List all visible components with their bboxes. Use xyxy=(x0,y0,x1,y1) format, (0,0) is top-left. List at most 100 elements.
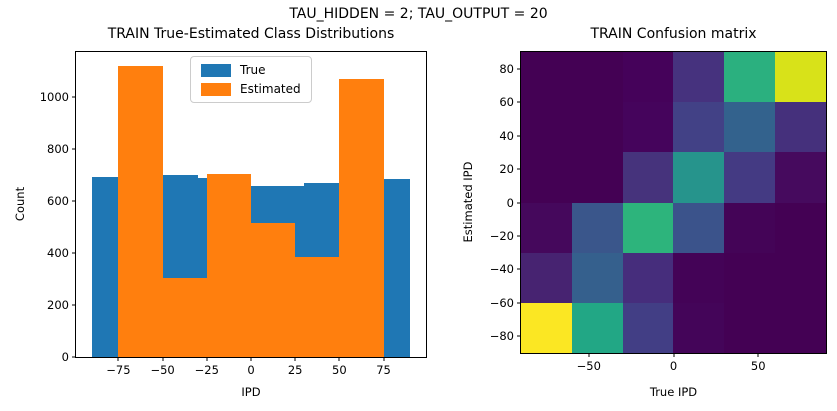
confusion-matrix-xlabel: True IPD xyxy=(649,385,698,399)
y-tick-mark-40 xyxy=(517,135,521,137)
confusion-matrix-ylabel: Estimated IPD xyxy=(461,161,475,243)
heatmap-cell-r2c3 xyxy=(673,152,725,203)
heatmap-cell-r4c5 xyxy=(775,252,826,303)
x-tick-mark--50 xyxy=(588,353,590,357)
x-tick-label-0: 0 xyxy=(247,363,255,377)
heatmap-cell-r3c0 xyxy=(521,202,572,253)
heatmap-cell-r4c0 xyxy=(521,252,572,303)
x-tick-mark-50 xyxy=(757,353,759,357)
x-tick-label--25: −25 xyxy=(194,363,219,377)
heatmap-cell-r5c5 xyxy=(775,302,826,353)
y-tick-label-0: 0 xyxy=(61,350,69,364)
y-tick-mark--60 xyxy=(517,302,521,304)
x-tick-mark-50 xyxy=(338,357,340,361)
heatmap-cell-r4c2 xyxy=(622,252,674,303)
x-tick-mark-0 xyxy=(250,357,252,361)
heatmap-cell-r0c1 xyxy=(571,52,623,103)
heatmap-cell-r1c3 xyxy=(673,102,725,153)
y-tick-label--80: −80 xyxy=(489,329,514,344)
heatmap-cell-r5c3 xyxy=(673,302,725,353)
heatmap-cell-r0c2 xyxy=(622,52,674,103)
heatmap-cell-r2c5 xyxy=(775,152,826,203)
hist-bar-estimated-0 xyxy=(118,65,163,357)
x-tick-label--50: −50 xyxy=(576,359,601,373)
y-tick-label-40: 40 xyxy=(499,128,514,143)
heatmap-cell-r1c1 xyxy=(571,102,623,153)
x-tick-mark--25 xyxy=(206,357,208,361)
hist-bar-estimated-5 xyxy=(339,78,384,357)
figure-suptitle: TAU_HIDDEN = 2; TAU_OUTPUT = 20 xyxy=(289,6,548,22)
y-tick-label-800: 800 xyxy=(47,142,69,157)
confusion-matrix-axes: −50 0 50 80 60 40 20 0 −20 −40 −60 −80 xyxy=(490,51,827,373)
y-tick-mark-1000 xyxy=(72,96,76,98)
x-tick-label-50: 50 xyxy=(750,359,766,373)
y-tick-label-400: 400 xyxy=(47,246,69,261)
y-tick-mark-0 xyxy=(517,202,521,203)
heatmap-cell-r3c5 xyxy=(775,202,826,253)
heatmap-cell-r3c3 xyxy=(673,202,725,253)
y-tick-mark-0 xyxy=(72,356,76,358)
x-tick-label-50: 50 xyxy=(332,363,347,377)
y-tick-label-0: 0 xyxy=(506,195,514,210)
histogram-title: TRAIN True-Estimated Class Distributions xyxy=(107,26,395,42)
x-tick-label-25: 25 xyxy=(287,363,303,377)
y-tick-mark--20 xyxy=(517,235,521,237)
x-tick-mark--50 xyxy=(162,357,164,361)
y-tick-label--60: −60 xyxy=(489,295,514,310)
heatmap-cell-r5c1 xyxy=(571,302,623,353)
heatmap-cell-r1c4 xyxy=(724,102,776,153)
y-tick-mark--40 xyxy=(517,268,521,270)
x-tick-mark-25 xyxy=(294,357,296,361)
hist-bar-estimated-4 xyxy=(295,257,340,357)
y-tick-label-1000: 1000 xyxy=(39,90,69,105)
heatmap-cell-r2c2 xyxy=(622,152,674,203)
y-tick-mark-60 xyxy=(517,101,521,103)
legend: True Estimated xyxy=(190,56,312,103)
heatmap-cell-r0c3 xyxy=(673,52,725,103)
y-tick-label-60: 60 xyxy=(499,95,514,110)
heatmap-cell-r2c0 xyxy=(521,152,572,203)
heatmap-cell-r0c4 xyxy=(724,52,776,103)
y-tick-mark-80 xyxy=(517,68,521,70)
heatmap-cell-r2c4 xyxy=(724,152,776,203)
histogram-plot-area xyxy=(76,52,426,357)
y-tick-mark-400 xyxy=(72,252,76,254)
x-tick-label-0: 0 xyxy=(669,359,678,373)
heatmap-cell-r1c2 xyxy=(622,102,674,153)
heatmap-cell-r4c3 xyxy=(673,252,725,303)
heatmap-cell-r1c5 xyxy=(775,102,826,153)
y-tick-label--20: −20 xyxy=(489,228,514,243)
y-tick-label--40: −40 xyxy=(489,262,514,277)
confusion-matrix-title: TRAIN Confusion matrix xyxy=(590,26,757,42)
heatmap-cell-r5c4 xyxy=(724,302,776,353)
histogram-xlabel: IPD xyxy=(241,385,261,399)
heatmap-cell-r3c1 xyxy=(571,202,623,253)
histogram-ylabel: Count xyxy=(13,186,27,222)
heatmap-cell-r5c2 xyxy=(622,302,674,353)
x-tick-mark-75 xyxy=(383,357,385,361)
x-tick-label--50: −50 xyxy=(150,363,175,377)
heatmap-cell-r3c2 xyxy=(622,202,674,253)
x-tick-label--75: −75 xyxy=(106,363,131,377)
heatmap-cell-r0c0 xyxy=(521,52,572,103)
histogram-axes: True Estimated −75 −50 −25 0 25 50 75 0 200 400 600… xyxy=(40,51,427,377)
legend-swatch-estimated xyxy=(201,82,231,96)
y-tick-mark-20 xyxy=(517,168,521,170)
heatmap-cell-r5c0 xyxy=(521,302,572,353)
legend-item-true: True xyxy=(201,63,301,77)
heatmap-cell-r2c1 xyxy=(571,152,623,203)
y-tick-label-200: 200 xyxy=(47,298,69,313)
y-tick-mark--80 xyxy=(517,335,521,337)
x-tick-mark-0 xyxy=(673,353,674,357)
legend-label-estimated: Estimated xyxy=(240,82,301,96)
heatmap-cell-r1c0 xyxy=(521,102,572,153)
heatmap-cell-r4c1 xyxy=(571,252,623,303)
x-tick-mark--75 xyxy=(117,357,119,361)
legend-item-estimated: Estimated xyxy=(201,82,301,96)
heatmap-cell-r3c4 xyxy=(724,202,776,253)
y-tick-label-600: 600 xyxy=(47,194,69,209)
legend-label-true: True xyxy=(240,63,266,77)
heatmap-cell-r4c4 xyxy=(724,252,776,303)
hist-bar-estimated-2 xyxy=(206,174,251,357)
